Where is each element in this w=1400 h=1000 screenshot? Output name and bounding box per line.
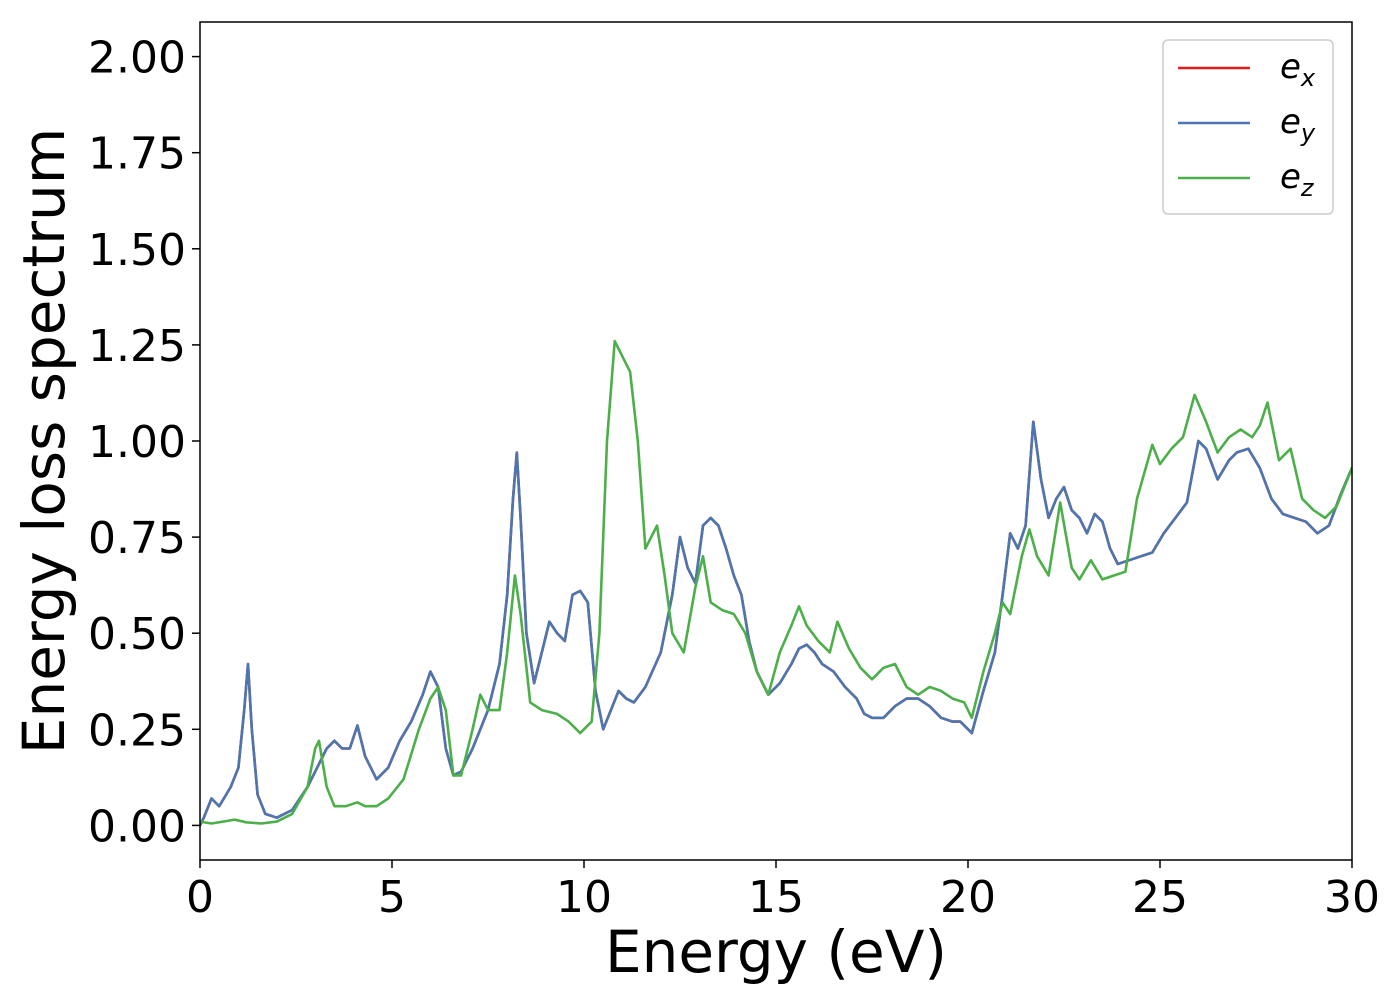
- x-tick-label: 5: [378, 872, 406, 923]
- y-tick-label: 1.25: [88, 321, 186, 372]
- y-axis-label: Energy loss spectrum: [10, 128, 78, 754]
- x-tick-label: 30: [1324, 872, 1380, 923]
- y-tick-label: 0.00: [88, 801, 186, 852]
- x-axis-ticks: 0 5 10 15 20 25 30: [186, 860, 1380, 923]
- y-tick-label: 1.00: [88, 417, 186, 468]
- x-tick-label: 0: [186, 872, 214, 923]
- y-tick-label: 2.00: [88, 33, 186, 84]
- y-tick-label: 0.75: [88, 513, 186, 564]
- series-line-ey: [200, 420, 1352, 827]
- y-tick-label: 1.50: [88, 225, 186, 276]
- legend-box: [1162, 39, 1334, 215]
- x-axis-label: Energy (eV): [605, 918, 947, 986]
- series-line-ez: [200, 339, 1352, 825]
- series-line-ex: [200, 420, 1352, 827]
- y-tick-label: 1.75: [88, 129, 186, 180]
- x-tick-label: 20: [940, 872, 996, 923]
- x-tick-label: 15: [748, 872, 804, 923]
- x-tick-label: 10: [556, 872, 612, 923]
- legend-label-ez: ez: [1280, 157, 1315, 202]
- legend: ex ey ez: [1162, 39, 1334, 215]
- legend-label-ex: ex: [1280, 47, 1316, 92]
- y-tick-label: 0.50: [88, 609, 186, 660]
- series-layer: [200, 339, 1352, 827]
- legend-label-ey: ey: [1280, 102, 1316, 147]
- y-tick-label: 0.25: [88, 705, 186, 756]
- y-axis-ticks: 0.00 0.25 0.50 0.75 1.00 1.25 1.50 1.75 2.00: [88, 33, 200, 852]
- x-tick-label: 25: [1132, 872, 1188, 923]
